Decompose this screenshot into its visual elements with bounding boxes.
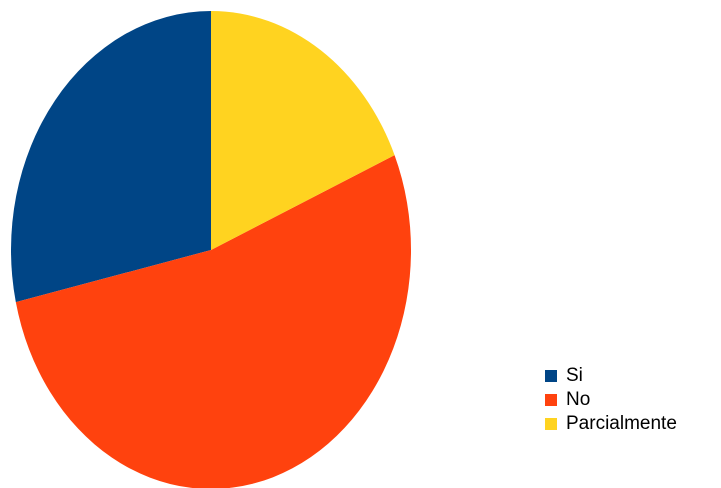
legend-item-parcialmente: Parcialmente: [545, 412, 677, 436]
legend-swatch: [545, 418, 557, 430]
pie-slice-si: [11, 11, 211, 303]
pie-slice-no: [15, 155, 411, 488]
legend-label: Si: [566, 365, 583, 386]
legend-label: No: [566, 389, 591, 410]
legend: Si No Parcialmente: [545, 364, 677, 436]
legend-item-no: No: [545, 388, 677, 412]
legend-swatch: [545, 394, 557, 406]
legend-item-si: Si: [545, 364, 677, 388]
legend-swatch: [545, 370, 557, 382]
legend-label: Parcialmente: [566, 413, 677, 434]
pie-slice-parcialmente: [211, 11, 395, 250]
